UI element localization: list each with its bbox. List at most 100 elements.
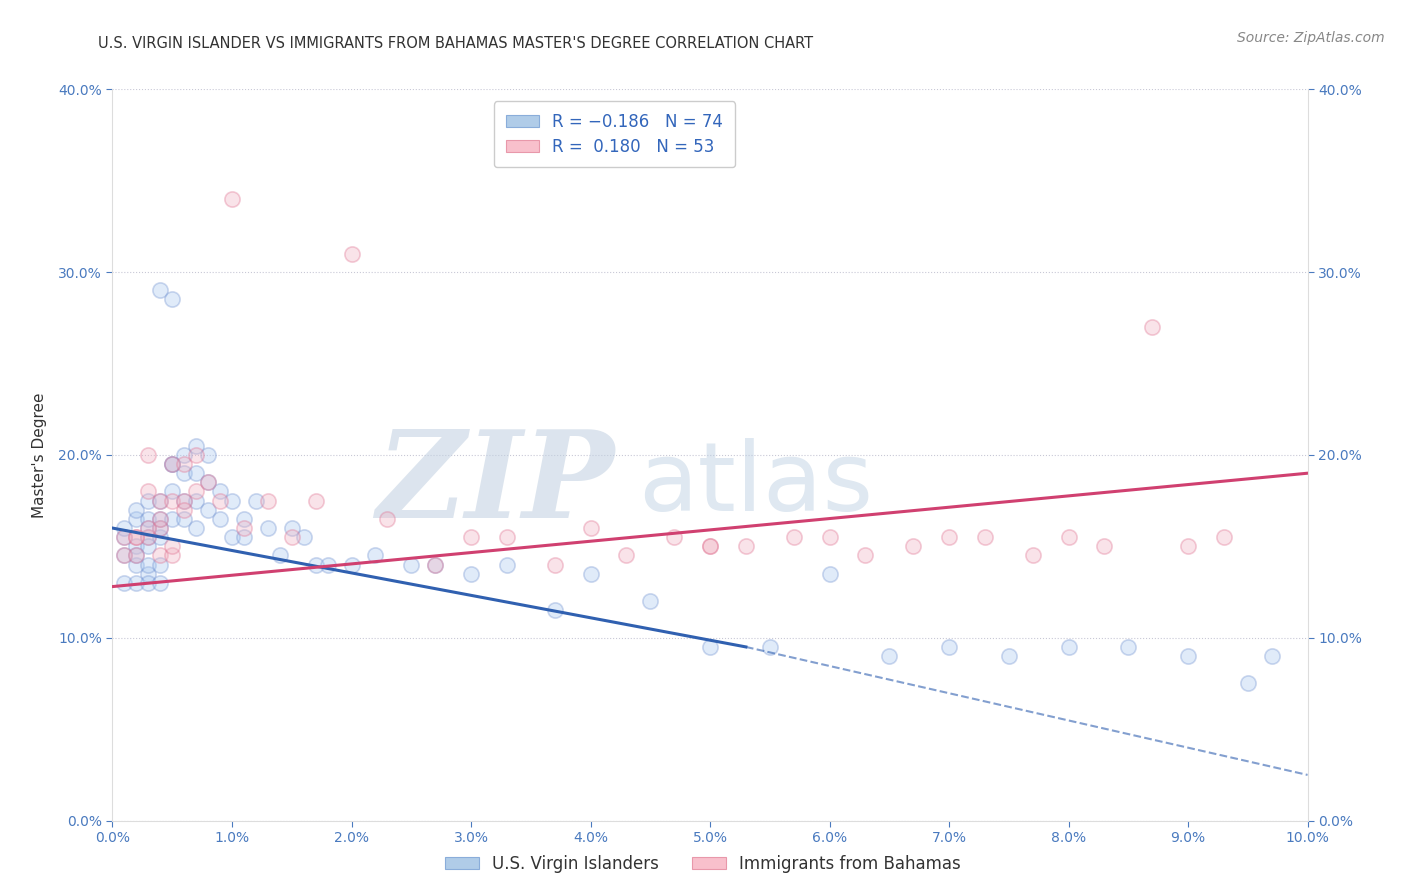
Point	[1177, 539, 1199, 553]
Point	[879, 649, 901, 664]
Point	[197, 475, 219, 490]
Point	[1213, 530, 1236, 544]
Point	[186, 521, 208, 535]
Point	[173, 466, 195, 480]
Point	[974, 530, 997, 544]
Point	[138, 493, 160, 508]
Point	[460, 530, 482, 544]
Point	[114, 530, 135, 544]
Point	[125, 549, 148, 563]
Point	[1057, 530, 1080, 544]
Point	[125, 530, 148, 544]
Point	[1142, 319, 1164, 334]
Point	[938, 640, 960, 654]
Point	[818, 530, 841, 544]
Point	[460, 566, 482, 581]
Point	[233, 530, 256, 544]
Point	[735, 539, 758, 553]
Point	[125, 512, 148, 526]
Point	[173, 503, 195, 517]
Point	[281, 530, 304, 544]
Point	[233, 521, 256, 535]
Point	[138, 539, 160, 553]
Point	[138, 530, 160, 544]
Point	[616, 549, 638, 563]
Point	[125, 530, 148, 544]
Point	[281, 521, 304, 535]
Point	[149, 512, 172, 526]
Point	[138, 558, 160, 572]
Point	[149, 558, 172, 572]
Point	[221, 192, 243, 206]
Point	[340, 246, 363, 260]
Point	[125, 549, 148, 563]
Point	[903, 539, 925, 553]
Point	[818, 566, 841, 581]
Point	[138, 530, 160, 544]
Point	[340, 558, 363, 572]
Point	[1261, 649, 1284, 664]
Point	[257, 493, 280, 508]
Point	[138, 484, 160, 499]
Point	[998, 649, 1021, 664]
Point	[125, 539, 148, 553]
Point	[114, 530, 135, 544]
Point	[149, 493, 172, 508]
Point	[496, 558, 519, 572]
Point	[186, 439, 208, 453]
Point	[173, 457, 195, 471]
Point	[209, 493, 232, 508]
Point	[938, 530, 960, 544]
Point	[855, 549, 877, 563]
Point	[664, 530, 686, 544]
Point	[1022, 549, 1045, 563]
Point	[699, 539, 721, 553]
Point	[125, 558, 148, 572]
Point	[173, 448, 195, 462]
Point	[162, 457, 183, 471]
Y-axis label: Master's Degree: Master's Degree	[32, 392, 46, 517]
Point	[149, 284, 172, 298]
Point	[579, 521, 602, 535]
Point	[138, 566, 160, 581]
Point	[162, 457, 183, 471]
Point	[197, 448, 219, 462]
Point	[209, 484, 232, 499]
Legend: R = −0.186   N = 74, R =  0.180   N = 53: R = −0.186 N = 74, R = 0.180 N = 53	[494, 101, 735, 167]
Point	[401, 558, 423, 572]
Point	[425, 558, 447, 572]
Point	[316, 558, 339, 572]
Text: Source: ZipAtlas.com: Source: ZipAtlas.com	[1237, 31, 1385, 45]
Point	[197, 503, 219, 517]
Point	[221, 493, 243, 508]
Point	[221, 530, 243, 544]
Point	[1177, 649, 1199, 664]
Point	[138, 521, 160, 535]
Point	[114, 549, 135, 563]
Point	[125, 576, 148, 591]
Point	[162, 293, 183, 307]
Point	[162, 512, 183, 526]
Point	[149, 493, 172, 508]
Point	[149, 576, 172, 591]
Point	[783, 530, 806, 544]
Point	[149, 530, 172, 544]
Point	[699, 640, 721, 654]
Point	[269, 549, 291, 563]
Point	[114, 576, 135, 591]
Point	[257, 521, 280, 535]
Point	[1118, 640, 1140, 654]
Point	[149, 549, 172, 563]
Point	[543, 558, 565, 572]
Point	[173, 493, 195, 508]
Point	[186, 448, 208, 462]
Point	[364, 549, 387, 563]
Point	[138, 448, 160, 462]
Point	[305, 493, 328, 508]
Point	[245, 493, 267, 508]
Point	[209, 512, 232, 526]
Point	[640, 594, 662, 608]
Point	[138, 512, 160, 526]
Point	[114, 521, 135, 535]
Point	[292, 530, 315, 544]
